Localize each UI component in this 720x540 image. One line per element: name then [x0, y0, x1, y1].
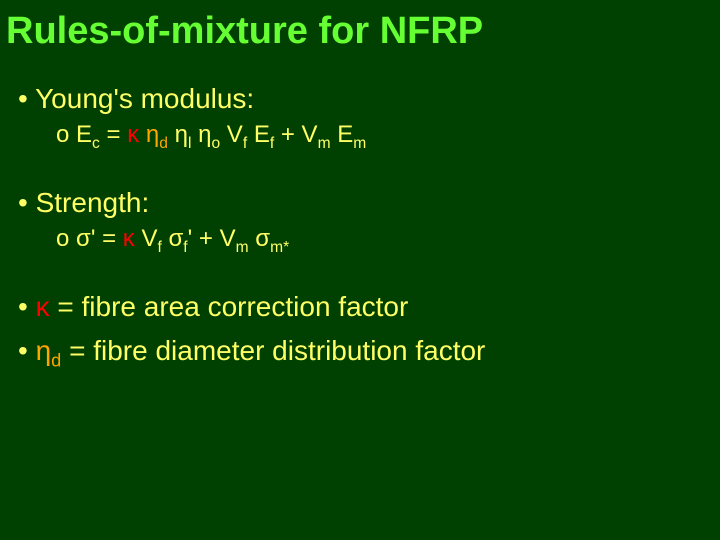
- vm: V: [302, 121, 318, 148]
- vm-sub: m: [318, 135, 331, 152]
- kappa-def-text: = fibre area correction factor: [50, 291, 409, 322]
- etal: η: [175, 121, 188, 148]
- etad-def-text: = fibre diameter distribution factor: [61, 335, 485, 366]
- kappa-symbol: κ: [127, 121, 139, 148]
- etao: η: [198, 121, 211, 148]
- bullet-kappa-def: κ = fibre area correction factor: [18, 291, 720, 323]
- plus: +: [274, 121, 301, 148]
- etad-sub: d: [51, 350, 61, 370]
- eq2-lhs: σ': [76, 225, 95, 252]
- em-sub: m: [353, 135, 366, 152]
- sigmaf: σ: [168, 225, 183, 252]
- bullet-etad-def: ηd = fibre diameter distribution factor: [18, 335, 720, 372]
- ef: E: [254, 121, 270, 148]
- bullet-text: Strength:: [36, 187, 150, 218]
- eq1-eq: =: [100, 121, 127, 148]
- etad-symbol: η: [36, 335, 52, 366]
- etad-sub: d: [159, 135, 168, 152]
- sigmam-sub: m*: [270, 239, 289, 256]
- vm: V: [220, 225, 236, 252]
- bullet-youngs-modulus: Young's modulus:: [18, 83, 720, 115]
- equation-strength: σ' = κ Vf σf' + Vm σm*: [56, 225, 720, 257]
- em: E: [337, 121, 353, 148]
- vf: V: [141, 225, 157, 252]
- equation-youngs-modulus: Ec = κ ηd ηl ηo Vf Ef + Vm Em: [56, 121, 720, 153]
- kappa-symbol: κ: [36, 291, 50, 322]
- eq1-lhs-sub: c: [92, 135, 100, 152]
- vm-sub: m: [236, 239, 249, 256]
- plus: +: [192, 225, 219, 252]
- vf: V: [227, 121, 243, 148]
- etad-symbol: η: [146, 121, 159, 148]
- kappa-symbol: κ: [123, 225, 135, 252]
- slide-title: Rules-of-mixture for NFRP: [6, 10, 720, 53]
- eq2-eq: =: [95, 225, 122, 252]
- sigmam: σ: [255, 225, 270, 252]
- etao-sub: o: [211, 135, 220, 152]
- eq1-lhs: E: [76, 121, 92, 148]
- bullet-strength: Strength:: [18, 187, 720, 219]
- bullet-text: Young's modulus:: [35, 83, 254, 114]
